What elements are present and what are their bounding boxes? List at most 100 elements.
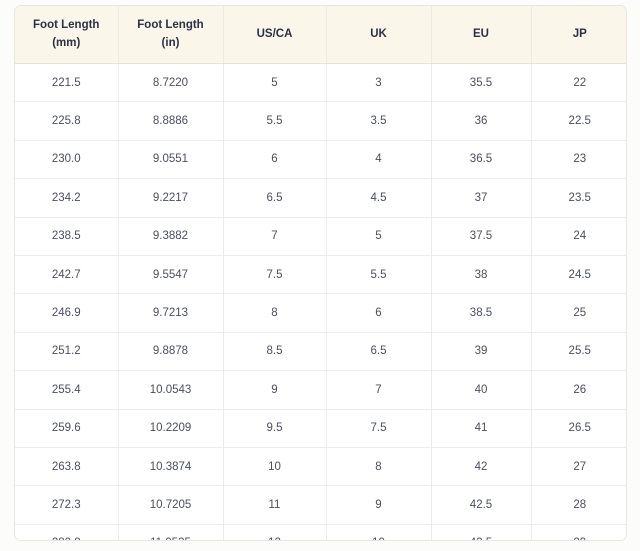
cell-uk-size: 4.5: [326, 178, 432, 218]
cell-us-ca-size: 12: [223, 524, 327, 540]
cell-eu-size: 40: [431, 370, 532, 410]
table-row: 234.2 9.2217 6.5 4.5 37 23.5: [15, 178, 626, 218]
cell-foot-length-mm: 225.8: [15, 101, 119, 141]
cell-foot-length-in: 11.0535: [118, 524, 224, 540]
cell-uk-size: 7.5: [326, 409, 432, 448]
cell-eu-size: 38: [431, 255, 532, 295]
cell-jp-size: 29: [531, 524, 626, 540]
column-header-line1: JP: [572, 27, 587, 40]
size-conversion-table-card: Foot Length (mm) Foot Length (in) US/CA UK EU J…: [14, 5, 627, 541]
cell-jp-size: 26.5: [531, 409, 626, 448]
table-row: 280.811.0535121043.529: [15, 524, 626, 540]
cell-eu-size: 37.5: [431, 217, 532, 256]
cell-foot-length-mm: 251.2: [15, 332, 119, 372]
cell-eu-size: 38.5: [431, 293, 532, 333]
cell-eu-size: 36.5: [431, 140, 532, 180]
cell-uk-size: 5: [326, 217, 432, 256]
table-body: 221.5 8.7220 5 3 35.5 22 225.8 8.8886 5.5 3.5 36 22…: [15, 63, 626, 540]
column-header-line2: (mm): [52, 36, 81, 49]
cell-foot-length-mm: 263.8: [15, 447, 119, 487]
cell-eu-size: 36: [431, 101, 532, 141]
cell-foot-length-mm: 272.3: [15, 485, 119, 525]
table-row: 246.9 9.7213 8 6 38.5 25: [15, 293, 626, 333]
column-header-foot-length-mm: Foot Length (mm): [15, 6, 119, 64]
column-header-line1: EU: [473, 27, 489, 40]
cell-foot-length-in: 10.2209: [118, 409, 224, 448]
table-row: 242.7 9.5547 7.5 5.5 38 24.5: [15, 255, 626, 295]
cell-uk-size: 8: [326, 447, 432, 487]
column-header-foot-length-in: Foot Length (in): [118, 6, 224, 64]
cell-foot-length-in: 8.7220: [118, 63, 224, 103]
cell-foot-length-in: 9.5547: [118, 255, 224, 295]
cell-us-ca-size: 8.5: [223, 332, 327, 372]
column-header-uk: UK: [326, 6, 432, 64]
cell-foot-length-in: 9.8878: [118, 332, 224, 372]
cell-us-ca-size: 8: [223, 293, 327, 333]
cell-foot-length-mm: 238.5: [15, 217, 119, 256]
cell-eu-size: 42: [431, 447, 532, 487]
cell-foot-length-mm: 234.2: [15, 178, 119, 218]
table-row: 230.0 9.0551 6 4 36.5 23: [15, 140, 626, 180]
cell-jp-size: 27: [531, 447, 626, 487]
cell-us-ca-size: 5.5: [223, 101, 327, 141]
cell-foot-length-mm: 259.6: [15, 409, 119, 448]
table-row: 225.8 8.8886 5.5 3.5 36 22.5: [15, 101, 626, 141]
table-row: 255.4 10.0543 9 7 40 26: [15, 370, 626, 410]
column-header-us-ca: US/CA: [223, 6, 327, 64]
cell-uk-size: 5.5: [326, 255, 432, 295]
cell-us-ca-size: 6.5: [223, 178, 327, 218]
table-row: 272.3 10.7205 11 9 42.5 28: [15, 485, 626, 525]
column-header-line1: Foot Length: [137, 18, 204, 31]
cell-us-ca-size: 7.5: [223, 255, 327, 295]
table-header: Foot Length (mm) Foot Length (in) US/CA UK EU J…: [15, 6, 626, 64]
cell-foot-length-mm: 242.7: [15, 255, 119, 295]
cell-foot-length-in: 10.0543: [118, 370, 224, 410]
cell-jp-size: 24.5: [531, 255, 626, 295]
cell-jp-size: 26: [531, 370, 626, 410]
cell-jp-size: 22: [531, 63, 626, 103]
cell-uk-size: 9: [326, 485, 432, 525]
cell-foot-length-mm: 280.8: [15, 524, 119, 540]
cell-foot-length-mm: 221.5: [15, 63, 119, 103]
cell-jp-size: 25.5: [531, 332, 626, 372]
cell-jp-size: 23.5: [531, 178, 626, 218]
cell-eu-size: 39: [431, 332, 532, 372]
cell-foot-length-mm: 246.9: [15, 293, 119, 333]
table-row: 238.5 9.3882 7 5 37.5 24: [15, 217, 626, 256]
cell-foot-length-in: 9.0551: [118, 140, 224, 180]
cell-foot-length-in: 9.7213: [118, 293, 224, 333]
size-conversion-table: Foot Length (mm) Foot Length (in) US/CA UK EU J…: [15, 6, 626, 540]
cell-foot-length-in: 8.8886: [118, 101, 224, 141]
cell-eu-size: 37: [431, 178, 532, 218]
cell-eu-size: 43.5: [431, 524, 532, 540]
cell-jp-size: 23: [531, 140, 626, 180]
cell-jp-size: 25: [531, 293, 626, 333]
cell-foot-length-in: 9.2217: [118, 178, 224, 218]
cell-foot-length-mm: 230.0: [15, 140, 119, 180]
column-header-line1: UK: [370, 27, 387, 40]
cell-us-ca-size: 9: [223, 370, 327, 410]
cell-foot-length-in: 10.3874: [118, 447, 224, 487]
column-header-line2: (in): [161, 36, 180, 49]
cell-uk-size: 10: [326, 524, 432, 540]
cell-us-ca-size: 5: [223, 63, 327, 103]
column-header-line1: US/CA: [256, 27, 293, 40]
cell-us-ca-size: 10: [223, 447, 327, 487]
cell-uk-size: 3.5: [326, 101, 432, 141]
column-header-line1: Foot Length: [33, 18, 100, 31]
cell-jp-size: 28: [531, 485, 626, 525]
cell-uk-size: 3: [326, 63, 432, 103]
column-header-jp: JP: [531, 6, 626, 64]
cell-eu-size: 42.5: [431, 485, 532, 525]
cell-eu-size: 41: [431, 409, 532, 448]
cell-jp-size: 22.5: [531, 101, 626, 141]
table-row: 251.2 9.8878 8.5 6.5 39 25.5: [15, 332, 626, 372]
table-row: 263.8 10.3874 10 8 42 27: [15, 447, 626, 487]
cell-uk-size: 4: [326, 140, 432, 180]
cell-uk-size: 7: [326, 370, 432, 410]
column-header-eu: EU: [431, 6, 532, 64]
table-header-row: Foot Length (mm) Foot Length (in) US/CA UK EU J…: [15, 6, 626, 64]
cell-us-ca-size: 6: [223, 140, 327, 180]
cell-foot-length-mm: 255.4: [15, 370, 119, 410]
cell-us-ca-size: 9.5: [223, 409, 327, 448]
